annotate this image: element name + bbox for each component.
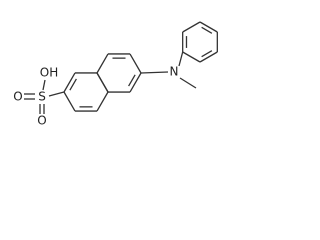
bond xyxy=(42,79,46,91)
bond xyxy=(201,50,213,58)
atom-label: OH xyxy=(40,66,58,80)
bond xyxy=(48,91,65,97)
bonds xyxy=(24,21,218,114)
bond xyxy=(96,53,109,74)
bond xyxy=(96,91,109,112)
atom-label: N xyxy=(170,65,179,79)
atom-label: O xyxy=(37,114,46,128)
bond xyxy=(179,77,197,89)
bond xyxy=(201,26,213,34)
structure: OH S O O N xyxy=(13,21,218,128)
bond xyxy=(63,91,76,112)
atom-label: S xyxy=(38,90,46,104)
bond xyxy=(199,51,218,63)
atom-label: O xyxy=(13,90,22,104)
bond xyxy=(129,53,142,74)
bond xyxy=(182,21,201,33)
bond xyxy=(140,71,169,74)
bond xyxy=(128,74,136,87)
bond xyxy=(63,72,76,93)
bond xyxy=(96,72,109,93)
bond xyxy=(69,78,77,91)
bond xyxy=(178,51,184,67)
bond xyxy=(199,21,218,33)
bond xyxy=(182,51,201,63)
bond xyxy=(129,72,142,93)
